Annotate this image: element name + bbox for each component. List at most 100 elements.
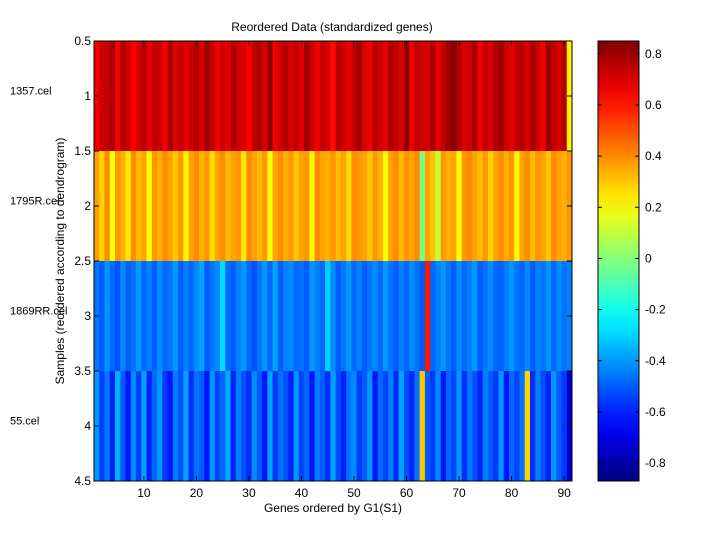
heatmap-cell (130, 41, 137, 151)
row-label: 1795R.cel (10, 196, 60, 208)
heatmap-cell (136, 41, 142, 151)
heatmap-cell (272, 41, 279, 151)
heatmap-cell (524, 151, 531, 261)
heatmap-cell (498, 371, 505, 481)
heatmap-cell (340, 261, 347, 371)
heatmap-cell (277, 371, 284, 481)
heatmap-cell (104, 261, 111, 371)
heatmap-cell (225, 371, 231, 481)
heatmap-cell (393, 151, 400, 261)
heatmap-cell (372, 151, 379, 261)
heatmap-cell (540, 261, 547, 371)
heatmap-cell (556, 41, 562, 151)
heatmap-cell (419, 151, 426, 261)
heatmap-cell (151, 41, 158, 151)
heatmap-cell (178, 151, 184, 261)
heatmap-cell (109, 371, 116, 481)
heatmap-cell (435, 371, 442, 481)
heatmap-cell (398, 41, 405, 151)
heatmap-cell (456, 41, 463, 151)
heatmap-cell (251, 371, 258, 481)
heatmap-cell (424, 261, 431, 371)
heatmap-cell (493, 261, 499, 371)
heatmap-cell (251, 261, 258, 371)
heatmap-cell (535, 151, 541, 261)
heatmap-cell (330, 371, 337, 481)
heatmap-cell (109, 41, 116, 151)
heatmap-cell (146, 41, 153, 151)
heatmap-cell (220, 261, 226, 371)
heatmap-cell (388, 41, 394, 151)
heatmap-cell (451, 371, 457, 481)
heatmap-cell (403, 261, 410, 371)
x-tick-label: 70 (452, 486, 466, 500)
heatmap-cell (183, 151, 189, 261)
heatmap-cell (398, 151, 405, 261)
heatmap-cell (346, 371, 352, 481)
heatmap-cell (409, 151, 415, 261)
heatmap-cell (424, 151, 431, 261)
heatmap-cell (214, 371, 221, 481)
heatmap-cell (225, 41, 231, 151)
heatmap-cell (487, 261, 494, 371)
heatmap-cell (340, 41, 347, 151)
heatmap-cell (167, 371, 174, 481)
heatmap-cell (550, 151, 557, 261)
y-tick-label: 2 (84, 199, 91, 213)
heatmap-cell (435, 151, 442, 261)
heatmap-cell (304, 371, 310, 481)
heatmap-cell (430, 371, 436, 481)
heatmap-cell (293, 371, 300, 481)
heatmap-cell (514, 151, 520, 261)
heatmap-cell (130, 151, 137, 261)
heatmap-cell (335, 261, 342, 371)
heatmap-cell (514, 261, 520, 371)
heatmap-cell (482, 371, 489, 481)
heatmap-cell (482, 151, 489, 261)
heatmap-cell (445, 41, 452, 151)
heatmap-cell (141, 261, 147, 371)
heatmap-cell (377, 41, 384, 151)
heatmap-cell (304, 151, 310, 261)
heatmap-cell (277, 261, 284, 371)
heatmap-cell (382, 261, 389, 371)
heatmap-cell (388, 371, 394, 481)
heatmap-cell (199, 151, 205, 261)
heatmap-cell (309, 151, 316, 261)
heatmap-cell (545, 151, 552, 261)
heatmap-cell (241, 261, 247, 371)
heatmap-cell (361, 151, 368, 261)
y-axis: 0.5 1 1.5 2 2.5 3 3.5 4 4.5 (74, 34, 572, 488)
heatmap-cell (167, 151, 174, 261)
heatmap-cell (388, 151, 394, 261)
heatmap-cell (314, 371, 321, 481)
heatmap-cell (235, 151, 242, 261)
heatmap-cell (209, 261, 216, 371)
heatmap-cell (115, 41, 121, 151)
heatmap-cell (466, 41, 473, 151)
y-tick-label: 3 (84, 309, 91, 323)
heatmap-cell (99, 151, 105, 261)
heatmap-cell (314, 261, 321, 371)
heatmap-cell (556, 151, 562, 261)
heatmap-cell (104, 371, 111, 481)
heatmap-cell (151, 261, 158, 371)
heatmap-cell (251, 41, 258, 151)
heatmap-cell (130, 261, 137, 371)
heatmap-cell (477, 261, 484, 371)
heatmap-cell (535, 371, 541, 481)
heatmap-cell (377, 261, 384, 371)
heatmap-cell (561, 151, 568, 261)
heatmap-cell (262, 41, 268, 151)
heatmap-cell (445, 261, 452, 371)
heatmap-cell (424, 371, 431, 481)
heatmap-cell (157, 371, 163, 481)
x-tick-label: 10 (137, 486, 151, 500)
heatmap-cell (283, 151, 289, 261)
colorbar-tick-label: 0.2 (645, 200, 662, 214)
y-tick-label: 4 (84, 419, 91, 433)
heatmap-cell (540, 151, 547, 261)
heatmap-cell (241, 41, 247, 151)
heatmap-cell (561, 371, 568, 481)
heatmap-cell (377, 371, 384, 481)
